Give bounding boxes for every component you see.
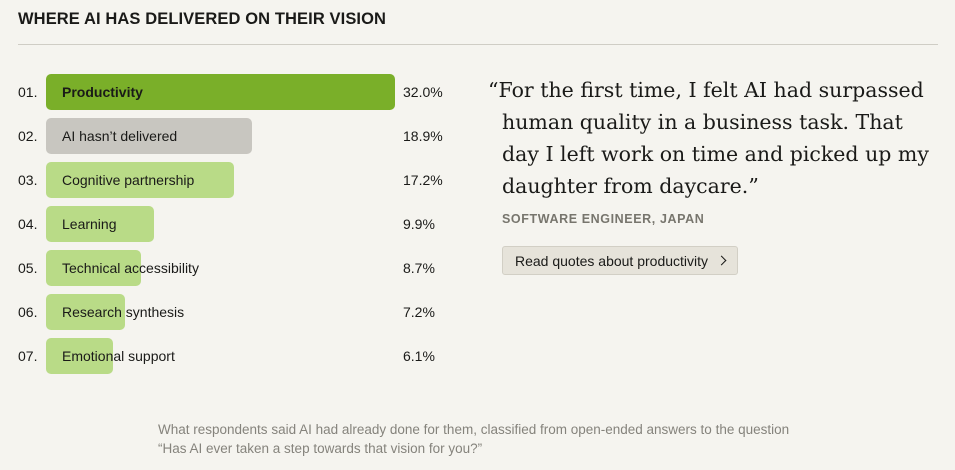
category-label: Research synthesis: [62, 304, 185, 320]
chart-row: 03. Cognitive partnership 17.2%: [0, 162, 460, 198]
bar: [46, 338, 113, 374]
chart-row: 05. Technical accessibility 8.7%: [0, 250, 460, 286]
category-label: Cognitive partnership: [62, 172, 195, 188]
category-label: Technical accessibility: [62, 260, 199, 276]
category-label: Emotional support: [62, 348, 175, 364]
read-quotes-button[interactable]: Read quotes about productivity: [502, 246, 739, 275]
bar-chart: 01. Productivity 32.0% 02. AI hasn’t deliver…: [0, 0, 460, 400]
chart-caption: What respondents said AI had already don…: [158, 422, 790, 456]
bar: [46, 250, 141, 286]
bar: [46, 118, 252, 154]
value-label: 17.2%: [403, 172, 443, 188]
category-label: Learning: [62, 216, 117, 232]
chart-title: WHERE AI HAS DELIVERED ON THEIR VISION: [18, 10, 387, 28]
value-label: 7.2%: [403, 304, 435, 320]
read-quotes-label: Read quotes about productivity: [515, 252, 709, 269]
chart-row: 06. Research synthesis 7.2%: [0, 294, 460, 330]
rank-label: 02.: [18, 128, 38, 144]
chart-row: 04. Learning 9.9%: [0, 206, 460, 242]
value-label: 18.9%: [403, 128, 443, 144]
bar: [46, 206, 154, 242]
chart-row: 01. Productivity 32.0%: [0, 74, 460, 110]
rank-label: 07.: [18, 348, 38, 364]
rank-label: 06.: [18, 304, 38, 320]
chart-row: 02. AI hasn’t delivered 18.9%: [0, 118, 460, 154]
category-label: AI hasn’t delivered: [62, 128, 178, 144]
rank-label: 05.: [18, 260, 38, 276]
category-label: Productivity: [62, 84, 143, 100]
bar: [46, 294, 125, 330]
bar: [46, 162, 234, 198]
rank-label: 01.: [18, 84, 38, 100]
quote-attribution: SOFTWARE ENGINEER, JAPAN: [502, 212, 705, 226]
quote-block: “For the first time, I felt AI had surpa…: [488, 74, 938, 226]
chart-row: 07. Emotional support 6.1%: [0, 338, 460, 374]
bar: [46, 74, 395, 110]
value-label: 6.1%: [403, 348, 435, 364]
value-label: 9.9%: [403, 216, 435, 232]
rank-label: 04.: [18, 216, 38, 232]
rank-label: 03.: [18, 172, 38, 188]
value-label: 8.7%: [403, 260, 435, 276]
value-label: 32.0%: [403, 84, 443, 100]
title-divider: [18, 44, 938, 45]
quote-text: “For the first time, I felt AI had surpa…: [488, 78, 929, 198]
chevron-right-icon: [716, 255, 727, 266]
